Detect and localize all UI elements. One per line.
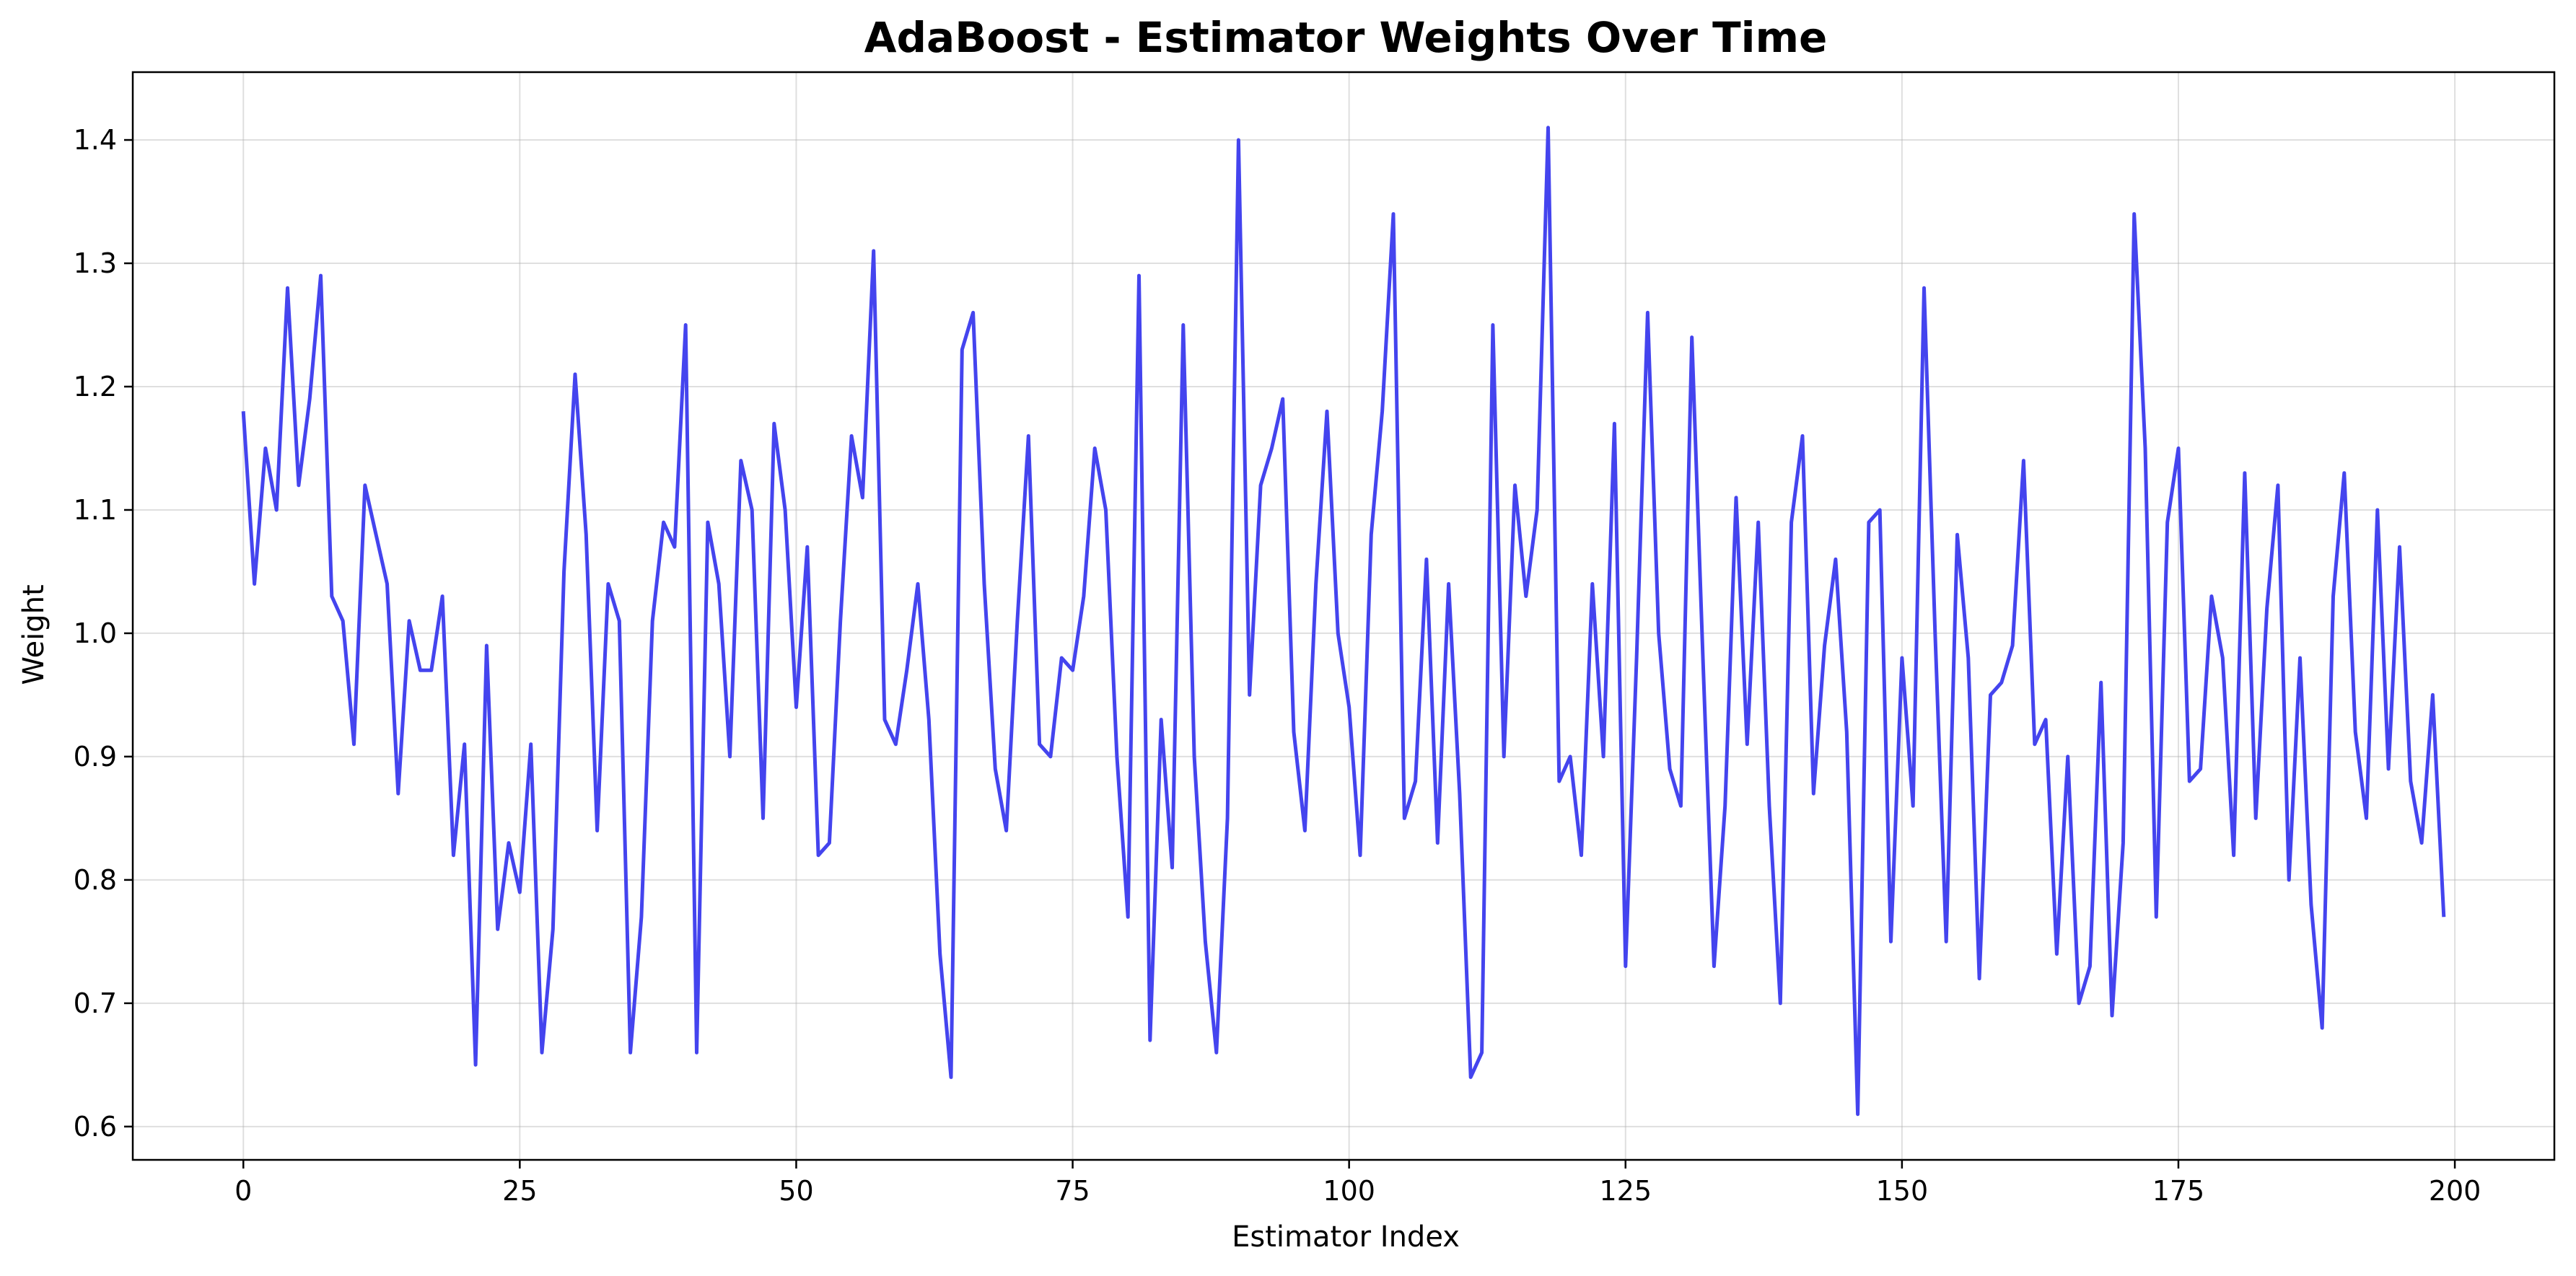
y-tick-label: 0.6 [74, 1111, 117, 1143]
x-tick-label: 0 [235, 1175, 252, 1207]
chart-title: AdaBoost - Estimator Weights Over Time [864, 13, 1828, 62]
y-tick-label: 0.8 [74, 864, 117, 896]
series-line-0 [241, 126, 2446, 1117]
y-tick-label: 1.4 [74, 124, 117, 156]
y-tick-label: 1.1 [74, 494, 117, 526]
x-tick-label: 25 [502, 1175, 537, 1207]
x-tick-label: 175 [2152, 1175, 2205, 1207]
y-tick-label: 1.2 [74, 371, 117, 402]
x-tick-label: 150 [1876, 1175, 1929, 1207]
y-tick-label: 0.9 [74, 741, 117, 773]
y-tick-label: 0.7 [74, 987, 117, 1019]
x-tick-label: 50 [779, 1175, 813, 1207]
y-tick-label: 1.3 [74, 247, 117, 279]
y-axis-label: Weight [17, 584, 51, 685]
plot-frame [131, 71, 2556, 1161]
gridlines [133, 72, 2554, 1160]
x-tick-label: 75 [1055, 1175, 1090, 1207]
x-tick-label: 200 [2429, 1175, 2481, 1207]
x-tick-label: 100 [1323, 1175, 1375, 1207]
axis-ticks: 0 25 50 75 100 125 150 175 200 0.6 0.7 0.8 0.9 1.0 1.1… [74, 124, 2481, 1207]
x-tick-label: 125 [1600, 1175, 1652, 1207]
y-tick-label: 1.0 [74, 617, 117, 649]
series-layer [241, 126, 2446, 1117]
x-axis-label: Estimator Index [1232, 1220, 1460, 1254]
